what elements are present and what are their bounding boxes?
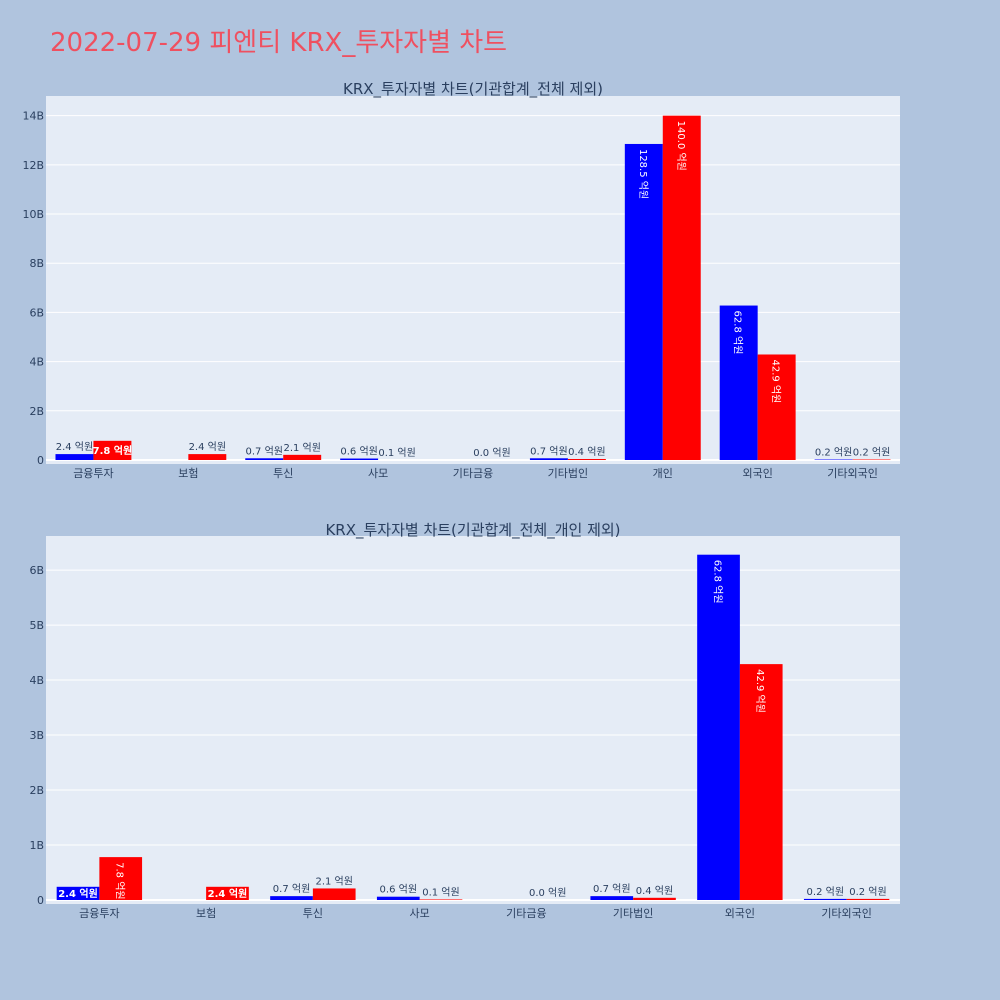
y-tick-label: 6B xyxy=(29,564,44,577)
data-label: 42.9 억원 xyxy=(754,669,766,713)
bar-red xyxy=(739,664,783,900)
chart-2-title: KRX_투자자별 차트(기관합계_전체_개인 제외) xyxy=(325,521,620,540)
bar-red xyxy=(312,888,356,900)
y-tick-label: 0 xyxy=(37,454,44,467)
data-label: 128.5 억원 xyxy=(637,149,649,199)
data-label: 0.4 억원 xyxy=(568,446,605,458)
data-label: 0.2 억원 xyxy=(853,447,890,459)
x-tick-label: 금융투자 xyxy=(73,467,113,480)
x-tick-label: 금융투자 xyxy=(79,907,119,920)
x-tick-label: 기타외국인 xyxy=(827,467,878,480)
data-label: 0.2 억원 xyxy=(815,447,852,459)
y-tick-label: 10B xyxy=(22,208,44,221)
data-label: 140.0 억원 xyxy=(675,121,687,171)
y-tick-label: 12B xyxy=(22,159,44,172)
y-tick-label: 6B xyxy=(29,306,44,319)
x-tick-label: 기타법인 xyxy=(548,467,588,480)
chart-2: KRX_투자자별 차트(기관합계_전체_개인 제외) 0 1B 2B 3B 4B 5B 6B… xyxy=(29,521,900,920)
bar-blue xyxy=(340,458,379,460)
data-label: 0.6 억원 xyxy=(380,884,417,896)
bar-blue xyxy=(697,554,740,900)
bar-blue xyxy=(245,458,284,460)
x-tick-label: 기타금융 xyxy=(506,907,546,920)
data-label: 62.8 억원 xyxy=(732,311,744,355)
bar-red xyxy=(206,886,249,900)
x-tick-label: 외국인 xyxy=(725,907,755,920)
bar-blue xyxy=(624,143,663,460)
data-label: 0.1 억원 xyxy=(422,886,459,898)
y-tick-label: 14B xyxy=(22,110,44,123)
x-tick-label: 개인 xyxy=(653,467,673,480)
bar-blue xyxy=(270,896,313,900)
data-label: 0.7 억원 xyxy=(593,883,630,895)
data-label: 0.2 억원 xyxy=(849,886,886,898)
y-tick-label: 1B xyxy=(29,839,44,852)
x-tick-label: 기타금융 xyxy=(453,467,493,480)
x-tick-label: 사모 xyxy=(368,467,388,480)
bar-red xyxy=(93,440,132,460)
data-label: 2.4 억원 xyxy=(58,887,98,900)
data-label: 2.1 억원 xyxy=(283,442,320,454)
y-tick-label: 2B xyxy=(29,784,44,797)
data-label: 2.4 억원 xyxy=(208,887,248,900)
x-tick-label: 기타외국인 xyxy=(821,907,872,920)
page-title: 2022-07-29 피엔티 KRX_투자자별 차트 xyxy=(50,28,508,58)
bar-blue xyxy=(529,458,568,460)
y-tick-label: 4B xyxy=(29,356,44,369)
x-tick-label: 보험 xyxy=(178,467,198,480)
x-tick-label: 사모 xyxy=(410,907,430,920)
data-label: 0.0 억원 xyxy=(473,447,510,459)
bar-red xyxy=(633,897,676,900)
bar-red xyxy=(662,115,701,461)
y-tick-label: 5B xyxy=(29,619,44,632)
data-label: 7.8 억원 xyxy=(93,444,133,457)
y-tick-label: 8B xyxy=(29,257,44,270)
data-label: 0.6 억원 xyxy=(340,446,377,458)
data-label: 0.0 억원 xyxy=(529,887,566,899)
bar-red xyxy=(567,459,606,460)
x-tick-label: 외국인 xyxy=(742,467,772,480)
bar-blue xyxy=(376,896,420,900)
x-tick-label: 투신 xyxy=(303,907,323,920)
bar-red xyxy=(283,454,322,460)
bar-red xyxy=(188,454,227,460)
data-label: 2.4 억원 xyxy=(189,441,226,453)
data-label: 42.9 억원 xyxy=(770,359,782,403)
bar-red xyxy=(419,899,463,900)
x-tick-label: 기타법인 xyxy=(613,907,653,920)
x-tick-label: 투신 xyxy=(273,467,293,480)
bar-blue xyxy=(803,898,847,900)
bar-red xyxy=(757,354,796,460)
bar-red xyxy=(99,857,143,900)
bar-blue xyxy=(55,454,94,460)
data-label: 2.4 억원 xyxy=(56,441,93,453)
data-label: 0.7 억원 xyxy=(246,445,283,457)
bar-blue xyxy=(590,896,634,900)
y-tick-label: 2B xyxy=(29,405,44,418)
bar-blue xyxy=(56,886,100,900)
data-label: 0.4 억원 xyxy=(636,885,673,897)
chart-1: KRX_투자자별 차트(기관합계_전체 제외) 0 2B 4B 6B 8B 10B 12B 1… xyxy=(22,80,900,480)
chart-1-title: KRX_투자자별 차트(기관합계_전체 제외) xyxy=(343,80,603,99)
bar-blue xyxy=(719,305,758,460)
data-label: 62.8 억원 xyxy=(712,560,724,604)
data-label: 0.1 억원 xyxy=(378,447,415,459)
data-label: 0.7 억원 xyxy=(273,883,310,895)
y-tick-label: 3B xyxy=(29,729,44,742)
data-label: 2.1 억원 xyxy=(315,875,352,887)
data-label: 0.7 억원 xyxy=(530,445,567,457)
y-tick-label: 0 xyxy=(37,894,44,907)
y-tick-label: 4B xyxy=(29,674,44,687)
data-label: 0.2 억원 xyxy=(807,886,844,898)
bar-red xyxy=(846,898,890,900)
x-tick-label: 보험 xyxy=(196,907,216,920)
data-label: 7.8 억원 xyxy=(114,862,126,899)
